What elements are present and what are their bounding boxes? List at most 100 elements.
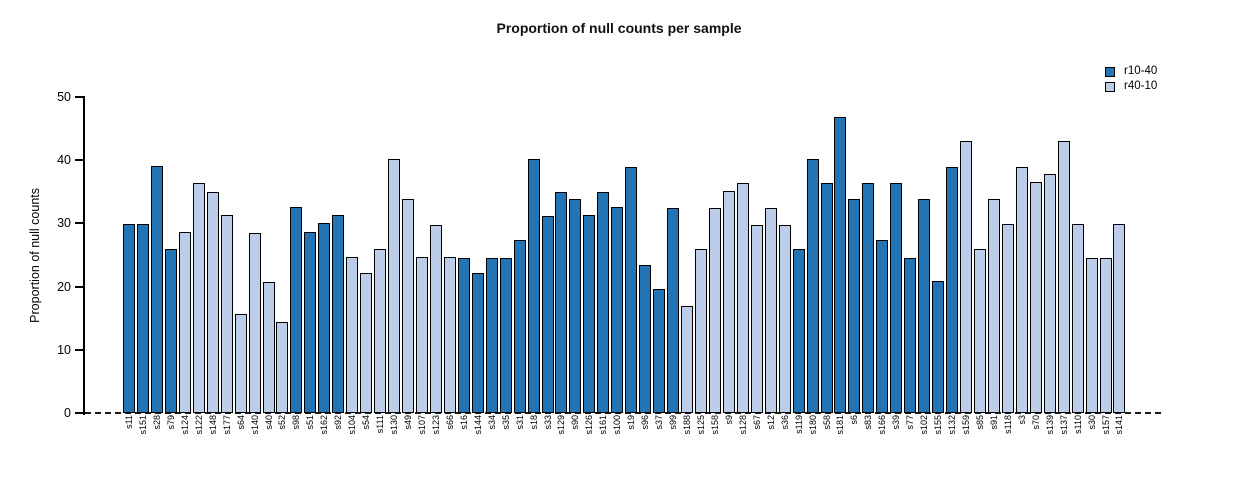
bar-s16 xyxy=(457,257,470,413)
bar-s130 xyxy=(388,158,401,413)
y-tick-label-0: 0 xyxy=(64,406,71,420)
bar-s139 xyxy=(1043,174,1056,413)
x-label-s9: s9 xyxy=(723,415,734,425)
x-label-s39: s39 xyxy=(891,415,902,430)
x-label-s99: s99 xyxy=(668,415,679,430)
bar-s129 xyxy=(555,191,568,413)
x-label-s66: s66 xyxy=(444,415,455,430)
bar-s92 xyxy=(332,215,345,413)
x-label-s180: s180 xyxy=(807,415,818,435)
bar-s28 xyxy=(150,165,163,413)
bar-s31 xyxy=(513,240,526,413)
x-label-s181: s181 xyxy=(835,415,846,435)
legend-swatch-r40-10 xyxy=(1105,81,1115,92)
x-label-s148: s148 xyxy=(207,415,218,435)
x-label-s40: s40 xyxy=(263,415,274,430)
bar-s110 xyxy=(1071,224,1084,413)
x-label-s144: s144 xyxy=(472,415,483,435)
x-label-s96: s96 xyxy=(640,415,651,430)
x-label-s92: s92 xyxy=(333,415,344,430)
y-tick-50 xyxy=(75,96,83,98)
x-label-s85: s85 xyxy=(974,415,985,430)
legend-label-r10-40: r10-40 xyxy=(1124,65,1158,77)
bar-s90 xyxy=(569,199,582,413)
y-axis xyxy=(83,96,85,415)
x-label-s67: s67 xyxy=(751,415,762,430)
x-label-s28: s28 xyxy=(151,415,162,430)
bar-s158 xyxy=(708,207,721,413)
bar-s140 xyxy=(248,232,261,413)
x-label-s132: s132 xyxy=(947,415,958,435)
bar-s40 xyxy=(262,281,275,413)
x-label-s166: s166 xyxy=(877,415,888,435)
bar-s137 xyxy=(1057,141,1070,413)
y-tick-0 xyxy=(75,412,83,414)
bar-s54 xyxy=(360,272,373,413)
bar-s159 xyxy=(960,141,972,413)
y-axis-title: Proportion of null counts xyxy=(28,97,42,413)
x-label-s110: s110 xyxy=(1072,415,1083,434)
x-label-s126: s126 xyxy=(584,415,595,435)
bar-s77 xyxy=(904,257,917,413)
plot-area: Proportion of null counts 0 10 20 30 40 50 s11… xyxy=(28,90,1165,435)
x-label-s16: s16 xyxy=(458,415,469,430)
bar-s96 xyxy=(639,265,652,413)
bar-s6 xyxy=(848,199,861,413)
x-label-s107: s107 xyxy=(416,415,427,435)
bar-s9 xyxy=(722,191,735,413)
x-label-s130: s130 xyxy=(389,415,400,435)
bar-s151 xyxy=(136,224,149,413)
y-tick-10 xyxy=(75,348,83,351)
bar-s64 xyxy=(234,313,247,413)
bar-s180 xyxy=(806,158,819,413)
x-label-s6: s6 xyxy=(849,415,860,425)
x-label-s49: s49 xyxy=(403,415,413,430)
x-label-s51: s51 xyxy=(305,415,316,430)
y-tick-20 xyxy=(75,285,83,288)
x-label-s3: s3 xyxy=(1016,415,1027,425)
x-label-s139: s139 xyxy=(1044,415,1055,435)
x-label-s140: s140 xyxy=(249,415,260,435)
x-label-s98: s98 xyxy=(291,415,302,430)
x-label-s79: s79 xyxy=(165,415,176,430)
bar-s19 xyxy=(625,166,638,413)
bar-s33 xyxy=(541,215,554,413)
x-label-s52: s52 xyxy=(277,415,288,430)
x-label-s36: s36 xyxy=(779,415,790,430)
bar-s67 xyxy=(750,224,763,413)
y-tick-label-10: 10 xyxy=(57,342,71,357)
bar-s124 xyxy=(178,232,191,413)
bar-s126 xyxy=(583,215,596,413)
bar-s98 xyxy=(290,206,303,413)
y-axis-title-text: Proportion of null counts xyxy=(28,187,42,323)
x-label-s31: s31 xyxy=(514,415,525,430)
x-label-s162: s162 xyxy=(319,415,330,435)
chart-title: Proportion of null counts per sample xyxy=(496,20,742,36)
bar-s122 xyxy=(192,182,205,413)
x-label-s19: s19 xyxy=(626,415,637,430)
bar-s104 xyxy=(346,256,359,413)
x-label-s58: s58 xyxy=(821,415,832,430)
x-label-s37: s37 xyxy=(654,415,665,430)
x-label-s100: s100 xyxy=(612,415,623,435)
x-label-s77: s77 xyxy=(905,415,916,430)
bar-s181 xyxy=(834,116,847,413)
bar-s123 xyxy=(429,224,442,413)
bar-s188 xyxy=(681,305,693,413)
bar-s166 xyxy=(876,240,889,413)
y-tick-label-50: 50 xyxy=(57,90,71,104)
bar-s128 xyxy=(736,182,749,413)
legend: r10-40 r40-10 xyxy=(1105,64,1157,94)
y-tick-30 xyxy=(75,222,83,225)
bar-s161 xyxy=(597,191,610,413)
x-label-s90: s90 xyxy=(570,415,581,430)
x-label-s188: s188 xyxy=(682,415,692,435)
x-label-s83: s83 xyxy=(863,415,874,430)
bar-s155 xyxy=(932,280,945,413)
x-label-s129: s129 xyxy=(556,415,567,435)
legend-item-r40-10: r40-10 xyxy=(1105,79,1157,94)
bar-s35 xyxy=(499,257,512,413)
bar-s118 xyxy=(1001,224,1014,413)
bar-s18 xyxy=(527,158,540,413)
x-label-s91: s91 xyxy=(988,415,999,430)
